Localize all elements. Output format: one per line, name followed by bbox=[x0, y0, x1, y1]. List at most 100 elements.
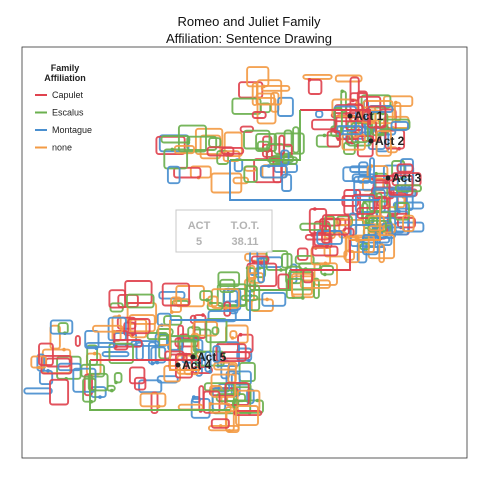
path-segment bbox=[353, 175, 376, 197]
path-segment bbox=[38, 369, 54, 386]
path-segment bbox=[256, 140, 271, 151]
path-segment bbox=[219, 278, 236, 294]
path-node bbox=[307, 78, 312, 82]
path-node bbox=[333, 129, 338, 134]
path-segment bbox=[125, 293, 155, 309]
act-marker-3 bbox=[385, 175, 391, 181]
path-segment bbox=[402, 214, 415, 233]
path-connector bbox=[90, 359, 201, 370]
drawing-paths bbox=[23, 66, 425, 434]
path-segment bbox=[239, 125, 255, 133]
path-node bbox=[186, 140, 191, 145]
path-node bbox=[37, 365, 41, 370]
path-node bbox=[301, 296, 305, 300]
stats-act-value: 5 bbox=[196, 236, 202, 248]
path-segment bbox=[210, 418, 230, 429]
path-node bbox=[218, 424, 223, 428]
path-segment bbox=[351, 193, 376, 215]
path-segment bbox=[238, 81, 264, 99]
path-node bbox=[397, 146, 401, 151]
path-segment bbox=[394, 184, 422, 193]
path-node bbox=[181, 352, 186, 356]
act-marker-1 bbox=[347, 113, 353, 119]
path-segment bbox=[235, 405, 259, 427]
plot-panel bbox=[21, 46, 468, 459]
path-segment bbox=[367, 105, 387, 129]
path-segment bbox=[220, 146, 245, 155]
path-segment bbox=[257, 257, 266, 284]
path-segment bbox=[207, 424, 240, 432]
path-segment bbox=[139, 392, 167, 408]
path-segment bbox=[161, 282, 191, 307]
path-segment bbox=[211, 326, 220, 336]
legend-label-capulet: Capulet bbox=[52, 90, 84, 100]
act-label-1: Act 1 bbox=[354, 109, 384, 123]
path-node bbox=[340, 89, 345, 94]
path-connector bbox=[350, 200, 381, 241]
path-segment bbox=[367, 234, 396, 260]
path-segment bbox=[251, 111, 267, 119]
path-segment bbox=[369, 157, 375, 184]
path-node bbox=[252, 276, 257, 280]
path-segment bbox=[92, 324, 124, 333]
path-segment bbox=[221, 351, 251, 360]
path-segment bbox=[299, 279, 331, 289]
path-segment bbox=[243, 129, 271, 150]
path-segment bbox=[307, 78, 323, 95]
path-node bbox=[313, 207, 317, 211]
path-segment bbox=[138, 379, 163, 394]
path-node bbox=[384, 180, 389, 185]
path-segment bbox=[101, 351, 130, 358]
path-segment bbox=[223, 301, 232, 317]
path-segment bbox=[247, 264, 256, 279]
path-node bbox=[98, 395, 102, 399]
path-segment bbox=[223, 131, 243, 158]
path-segment bbox=[388, 174, 414, 196]
path-segment bbox=[396, 216, 416, 229]
path-segment bbox=[358, 161, 369, 177]
path-node bbox=[170, 310, 174, 314]
path-node bbox=[323, 272, 327, 277]
path-segment bbox=[87, 372, 109, 392]
path-segment bbox=[256, 79, 283, 106]
path-segment bbox=[296, 247, 309, 261]
path-node bbox=[201, 313, 205, 317]
path-node bbox=[170, 147, 174, 152]
path-segment bbox=[208, 402, 232, 414]
path-segment bbox=[203, 382, 235, 392]
path-node bbox=[192, 395, 196, 399]
path-segment bbox=[84, 329, 100, 350]
path-segment bbox=[285, 277, 304, 299]
path-connector bbox=[89, 360, 230, 411]
path-connector bbox=[229, 160, 380, 201]
path-segment bbox=[277, 96, 294, 117]
path-segment bbox=[207, 310, 237, 323]
path-segment bbox=[245, 284, 261, 312]
path-segment bbox=[321, 214, 350, 236]
legend-title-line1: Family bbox=[51, 63, 80, 73]
path-segment bbox=[177, 124, 207, 153]
chart-subtitle: Affiliation: Sentence Drawing bbox=[166, 31, 332, 46]
chart-title: Romeo and Juliet Family bbox=[177, 14, 321, 29]
legend-title-line2: Affiliation bbox=[44, 73, 86, 83]
path-segment bbox=[386, 146, 399, 154]
path-segment bbox=[192, 320, 219, 337]
path-node bbox=[110, 388, 114, 393]
path-segment bbox=[49, 378, 70, 406]
path-segment bbox=[259, 165, 288, 179]
path-segment bbox=[74, 334, 81, 347]
path-node bbox=[247, 358, 251, 363]
path-segment bbox=[261, 291, 287, 307]
path-segment bbox=[250, 255, 270, 264]
path-segment bbox=[256, 96, 277, 125]
act-label-3: Act 3 bbox=[392, 171, 422, 185]
path-node bbox=[224, 306, 228, 310]
path-segment bbox=[38, 342, 54, 367]
path-segment bbox=[371, 175, 398, 182]
path-segment bbox=[292, 126, 300, 154]
path-segment bbox=[233, 409, 263, 417]
path-node bbox=[46, 369, 50, 373]
path-segment bbox=[175, 285, 205, 308]
path-node bbox=[226, 151, 230, 156]
path-connector bbox=[230, 110, 301, 161]
